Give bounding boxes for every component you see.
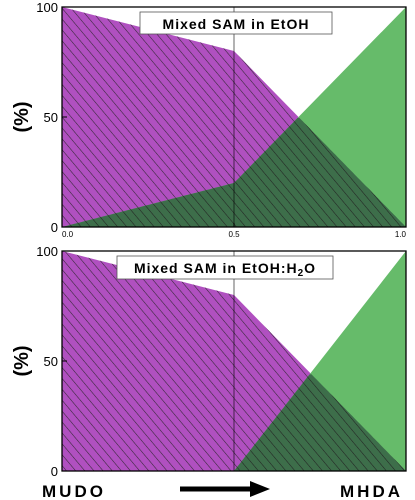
top-overlap-hatch bbox=[62, 117, 406, 227]
mhda-label: MHDA bbox=[340, 482, 403, 500]
bottom-title-box bbox=[116, 255, 334, 280]
top-y-tick-label: 100 bbox=[36, 0, 58, 15]
bottom-chart-title: Mixed SAM in EtOH:H2O bbox=[134, 260, 316, 279]
bottom-chart-panel: 0 50 100 (%) Mixed SAM in EtOH:H2O bbox=[11, 244, 407, 479]
bottom-y-axis-label: (%) bbox=[11, 345, 33, 376]
bottom-title-subscript: 2 bbox=[298, 268, 305, 279]
top-y-tick-label: 0 bbox=[51, 220, 58, 235]
top-y-axis-label: (%) bbox=[11, 101, 33, 132]
bottom-y-tick-label: 100 bbox=[36, 244, 58, 259]
bottom-title-tail: O bbox=[304, 260, 316, 276]
top-x-tick-label: 0.0 bbox=[62, 230, 74, 239]
top-chart-title: Mixed SAM in EtOH bbox=[163, 16, 310, 32]
bottom-y-tick-label: 50 bbox=[44, 354, 58, 369]
top-x-tick-label: 1.0 bbox=[395, 230, 407, 239]
bottom-overlap-hatch bbox=[62, 374, 406, 471]
bottom-y-tick-label: 0 bbox=[51, 464, 58, 479]
top-y-tick-label: 50 bbox=[44, 110, 58, 125]
top-x-tick-label: 0.5 bbox=[228, 230, 240, 239]
arrow-right-icon bbox=[180, 481, 270, 497]
mudo-label: MUDO bbox=[42, 482, 106, 500]
top-title-box bbox=[139, 11, 333, 35]
top-chart-panel: 0 50 100 0.0 0.5 1.0 (%) Mixed SAM in EtOH bbox=[11, 0, 407, 239]
bottom-title-main: Mixed SAM in EtOH:H bbox=[134, 260, 298, 276]
